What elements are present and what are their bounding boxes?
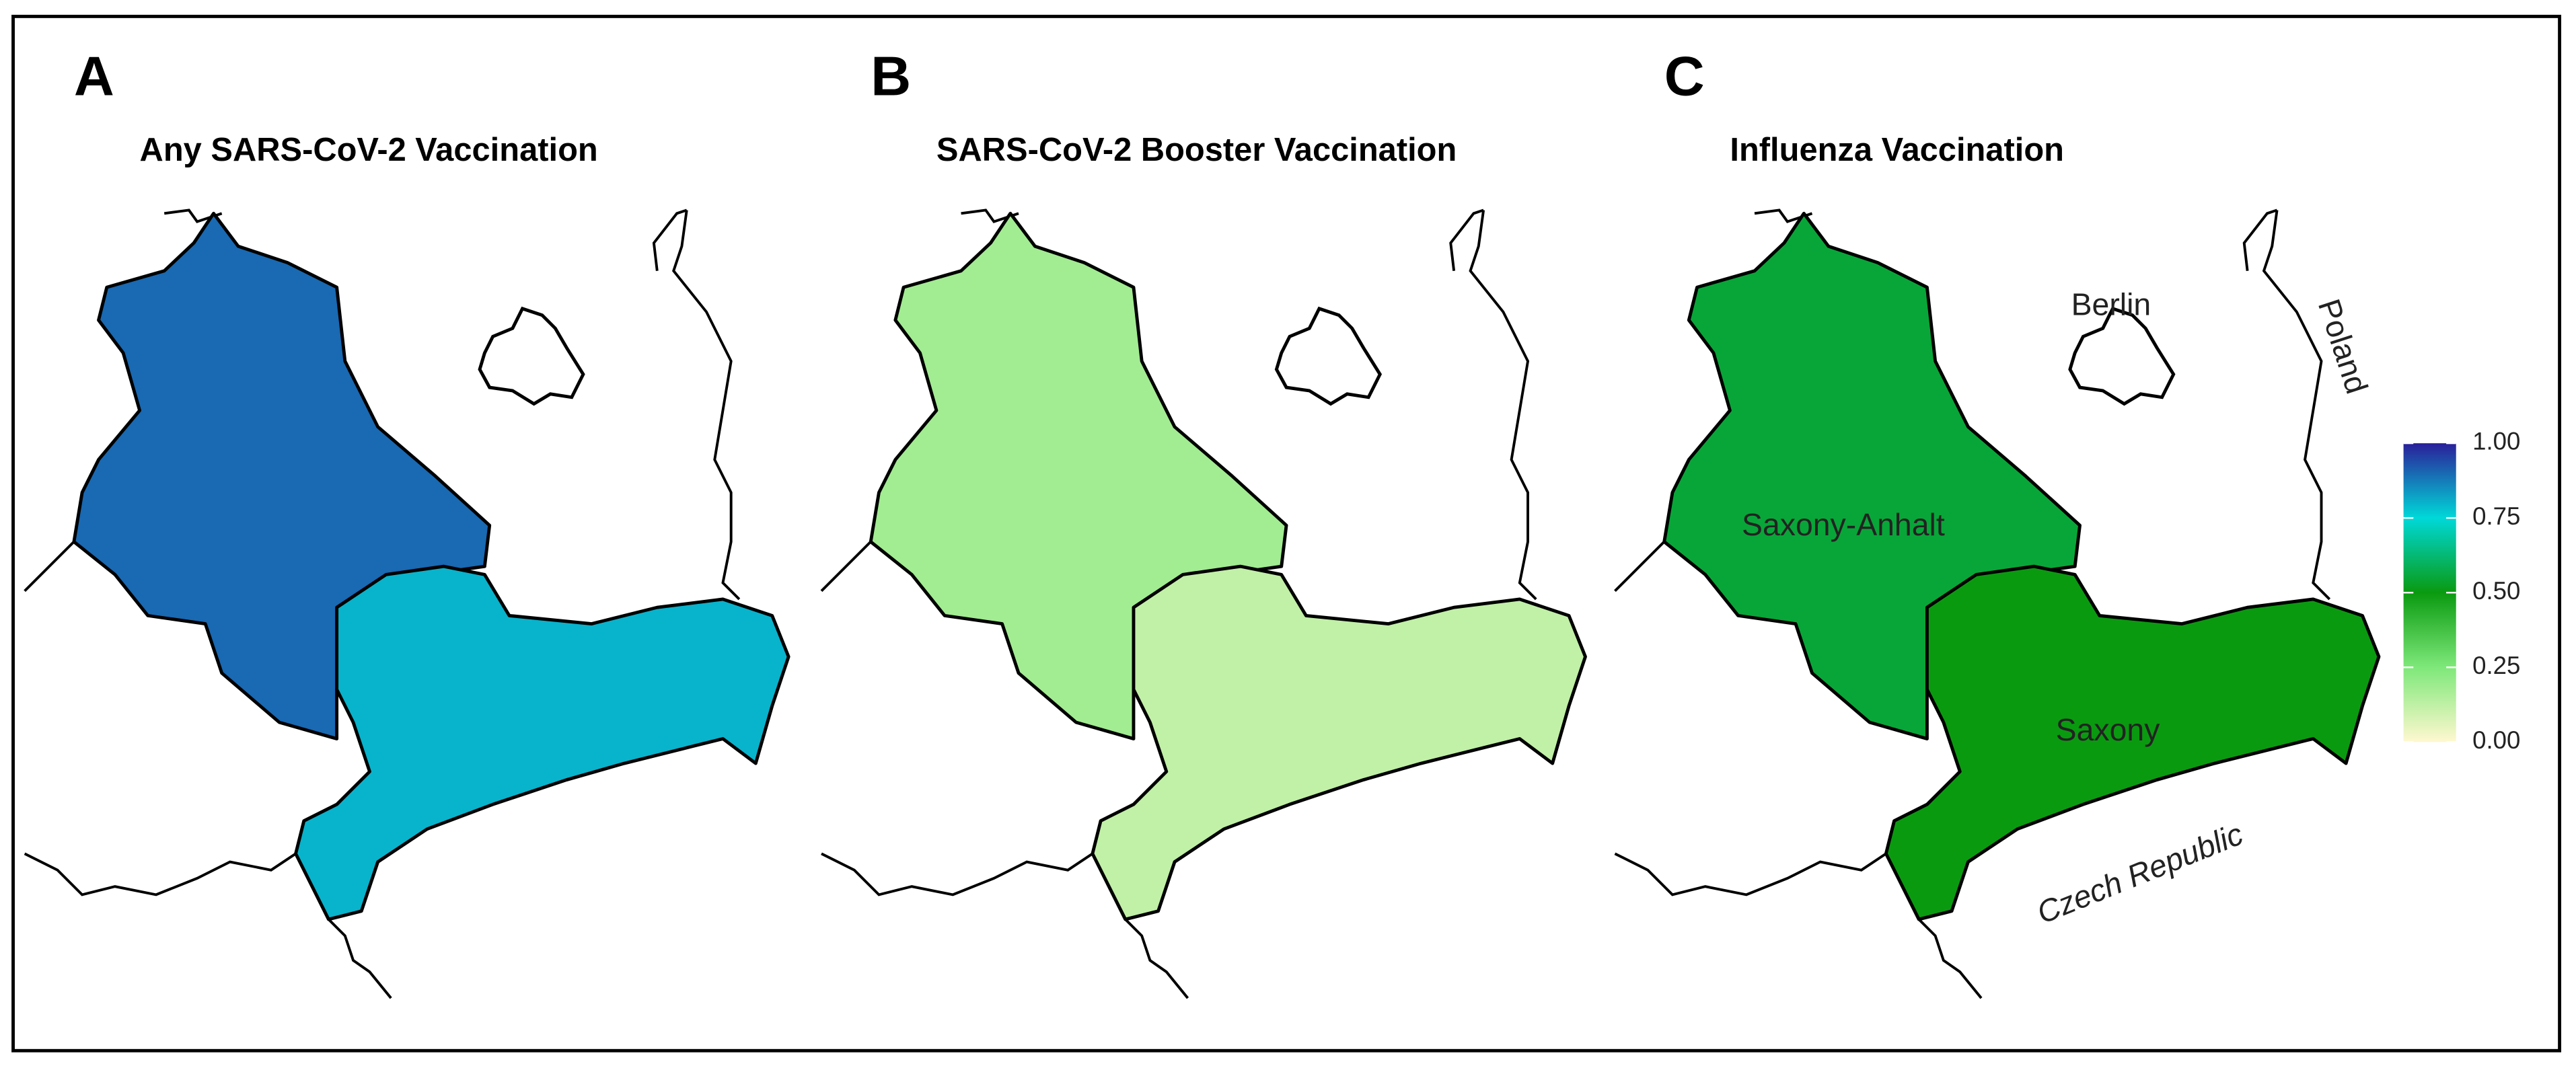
panel-title: Any SARS-CoV-2 Vaccination bbox=[140, 132, 598, 168]
state-region bbox=[1884, 564, 2381, 921]
state-region bbox=[294, 564, 790, 921]
panel-title: SARS-CoV-2 Booster Vaccination bbox=[936, 132, 1457, 168]
city-outline bbox=[1274, 306, 1383, 406]
country-border bbox=[328, 918, 392, 999]
colorbar-tick-label: 0.50 bbox=[2472, 577, 2520, 605]
country-border bbox=[2262, 210, 2331, 601]
city-outline bbox=[478, 306, 585, 406]
colorbar: 1.00 0.75 0.50 0.25 0.00 bbox=[2403, 428, 2520, 754]
label-saxony-anhalt: Saxony-Anhalt bbox=[1742, 507, 1945, 542]
colorbar-tick-label: 1.00 bbox=[2472, 428, 2520, 455]
country-border bbox=[1469, 210, 1537, 601]
country-border bbox=[1614, 541, 1666, 592]
panel-letter: A bbox=[74, 45, 114, 108]
country-border bbox=[24, 541, 75, 592]
country-border bbox=[24, 852, 297, 896]
country-border bbox=[821, 852, 1093, 896]
colorbar-tick-label: 0.00 bbox=[2472, 726, 2520, 754]
country-border bbox=[652, 208, 688, 271]
city-outline bbox=[2068, 306, 2176, 406]
country-border bbox=[1614, 852, 1887, 896]
country-border bbox=[672, 210, 741, 601]
state-region bbox=[1091, 564, 1587, 921]
panel-letter: C bbox=[1664, 45, 1705, 108]
country-border bbox=[1917, 918, 1983, 999]
country-border bbox=[820, 541, 872, 592]
label-berlin: Berlin bbox=[2071, 287, 2151, 322]
country-border bbox=[1449, 208, 1484, 271]
map-panel: B SARS-CoV-2 Booster Vaccination bbox=[820, 45, 1587, 999]
panels: A Any SARS-CoV-2 Vaccination B SARS-CoV-2 B… bbox=[24, 45, 2381, 999]
colorbar-tick-label: 0.75 bbox=[2472, 502, 2520, 530]
panel-title: Influenza Vaccination bbox=[1730, 132, 2064, 168]
map-panel: C Influenza Vaccination bbox=[1614, 45, 2381, 999]
label-saxony: Saxony bbox=[2056, 712, 2161, 747]
panel-letter: B bbox=[871, 45, 911, 108]
country-border bbox=[1124, 918, 1189, 999]
colorbar-tick-label: 0.25 bbox=[2472, 652, 2520, 679]
country-border bbox=[2242, 208, 2278, 271]
map-panel: A Any SARS-CoV-2 Vaccination bbox=[24, 45, 790, 999]
